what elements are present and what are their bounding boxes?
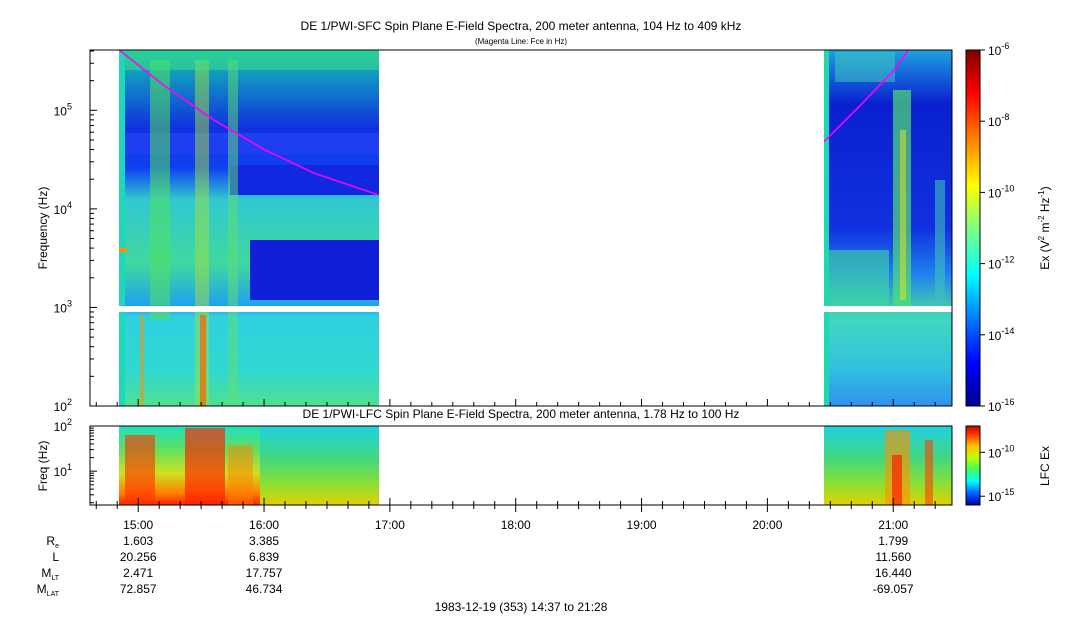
lfc-y-axis: 101 102 — [54, 417, 97, 504]
sfc-data-segment-2 — [824, 50, 952, 406]
sfc-colorbar-ticks: 10-6 10-8 10-10 10-12 10-14 10-16 — [980, 41, 1014, 414]
sfc-colorbar-tick-label: 10-16 — [988, 397, 1014, 414]
sfc-data-segment-1 — [119, 50, 379, 406]
lfc-title: DE 1/PWI-LFC Spin Plane E-Field Spectra,… — [303, 407, 740, 421]
sfc-colorbar-tick-label: 10-10 — [988, 183, 1014, 200]
footer-time-range: 1983-12-19 (353) 14:37 to 21:28 — [435, 600, 608, 614]
sfc-colorbar-tick-label: 10-14 — [988, 326, 1014, 343]
ephemeris-table: Re 1.603 3.385 1.799 L 20.256 6.839 11.560 MLT 2.… — [37, 534, 914, 598]
lfc-y-tick-label: 102 — [54, 417, 72, 434]
lfc-colorbar: 10-10 10-15 LFC Ex — [965, 425, 1052, 506]
ephemeris-row-label: L — [52, 550, 59, 564]
sfc-y-axis-label: Frequency (Hz) — [36, 187, 50, 270]
sfc-colorbar-tick-label: 10-12 — [988, 255, 1014, 272]
sfc-colorbar-tick-label: 10-8 — [988, 112, 1009, 129]
lfc-colorbar-tick-label: 10-15 — [988, 487, 1014, 504]
sfc-colorbar-tick-label: 10-6 — [988, 41, 1009, 58]
x-tick-label: 21:00 — [878, 518, 908, 532]
sfc-y-axis: 102 103 104 105 — [54, 50, 97, 414]
ephemeris-value: 17.757 — [246, 566, 283, 580]
fce-line-segment — [823, 49, 909, 143]
lfc-panel: 101 102 Freq (Hz) 15:00 16:00 17:00 18:00 19:… — [36, 417, 953, 532]
sfc-panel: 102 103 104 105 Frequency (Hz) — [36, 49, 953, 414]
sfc-x-ticks — [95, 399, 936, 406]
ephemeris-value: 1.799 — [878, 534, 908, 548]
ephemeris-value: 11.560 — [875, 550, 911, 564]
ephemeris-value: 72.857 — [120, 582, 157, 596]
x-tick-label: 17:00 — [375, 518, 405, 532]
lfc-y-axis-label: Freq (Hz) — [36, 441, 50, 492]
sfc-colorbar-label: Ex (V2 m-2 Hz-1) — [1037, 186, 1052, 269]
lfc-colorbar-tick-label: 10-10 — [988, 443, 1014, 460]
lfc-colorbar-ticks: 10-10 10-15 — [980, 443, 1014, 504]
chart-title: DE 1/PWI-SFC Spin Plane E-Field Spectra,… — [301, 19, 742, 33]
sfc-y-tick-label: 104 — [54, 200, 72, 217]
ephemeris-value: 2.471 — [123, 566, 153, 580]
chart-subtitle: (Magenta Line: Fce in Hz) — [475, 37, 567, 46]
sfc-y-tick-label: 102 — [54, 397, 72, 414]
ephemeris-value: 20.256 — [120, 550, 157, 564]
lfc-data-segment-2 — [824, 426, 952, 505]
x-tick-label: 20:00 — [752, 518, 782, 532]
x-tick-label: 18:00 — [501, 518, 531, 532]
ephemeris-value: 6.839 — [249, 550, 279, 564]
ephemeris-value: 1.603 — [123, 534, 153, 548]
lfc-colorbar-gradient — [965, 425, 981, 506]
lfc-y-tick-label: 101 — [54, 462, 72, 479]
lfc-data-segment-1 — [119, 426, 379, 505]
sfc-gap-band — [90, 306, 952, 312]
ephemeris-value: 3.385 — [249, 534, 279, 548]
sfc-y-tick-label: 105 — [54, 101, 72, 118]
ephemeris-value: 46.734 — [246, 582, 283, 596]
lfc-frame — [89, 425, 953, 506]
lfc-colorbar-label: LFC Ex — [1038, 446, 1052, 486]
sfc-y-tick-label: 103 — [54, 298, 72, 315]
sfc-frame — [89, 49, 953, 407]
ephemeris-row-label: MLT — [41, 566, 59, 582]
sfc-colorbar-gradient — [965, 49, 981, 407]
fce-line-segment — [118, 49, 378, 196]
x-axis: 15:00 16:00 17:00 18:00 19:00 20:00 21:00 — [95, 498, 936, 532]
ephemeris-value: -69.057 — [873, 582, 914, 596]
ephemeris-row-label: Re — [46, 534, 59, 550]
x-tick-label: 19:00 — [627, 518, 657, 532]
ephemeris-row-label: MLAT — [37, 582, 60, 598]
x-tick-label: 16:00 — [249, 518, 279, 532]
fce-line — [118, 49, 909, 196]
ephemeris-value: 16.440 — [875, 566, 912, 580]
sfc-colorbar: 10-6 10-8 10-10 10-12 10-14 10-16 Ex (V2 m-2 … — [965, 41, 1052, 414]
x-tick-label: 15:00 — [123, 518, 153, 532]
